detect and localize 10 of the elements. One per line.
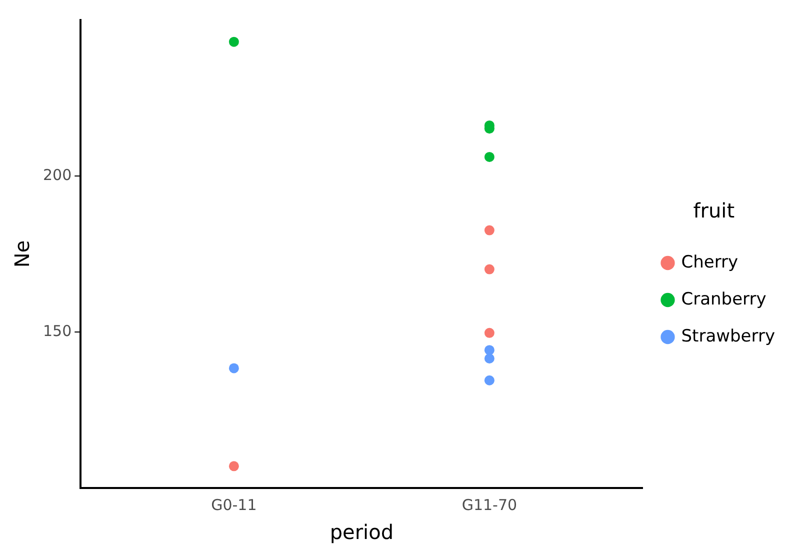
y-tick-label: 150 bbox=[42, 322, 72, 340]
y-axis-title: Ne bbox=[10, 240, 34, 268]
legend-title: fruit bbox=[693, 198, 735, 223]
x-tick-label: G0-11 bbox=[211, 496, 257, 514]
x-axis-title: period bbox=[330, 520, 394, 544]
legend-label: Strawberry bbox=[681, 326, 776, 346]
legend-label: Cranberry bbox=[681, 289, 766, 310]
y-tick-label: 200 bbox=[42, 166, 72, 184]
legend-label: Cherry bbox=[681, 252, 738, 272]
x-tick-label: G11-70 bbox=[462, 496, 518, 514]
